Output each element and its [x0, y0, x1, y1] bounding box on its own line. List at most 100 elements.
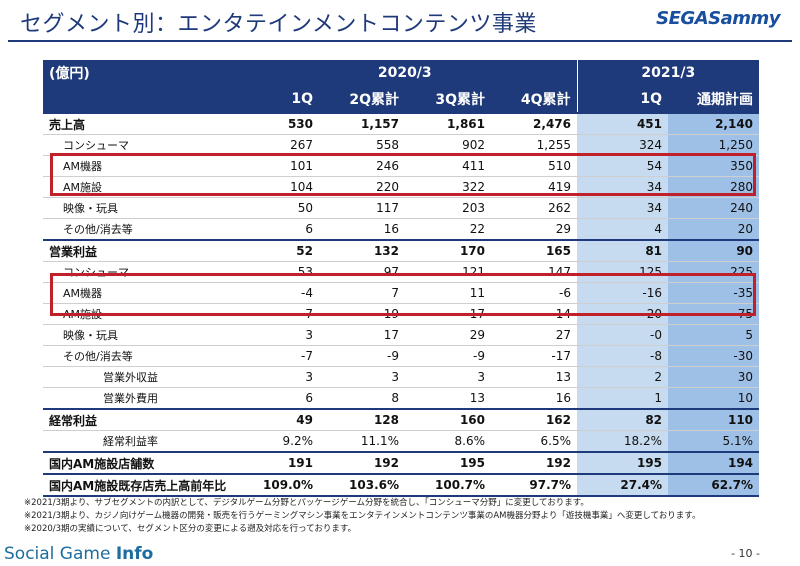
header-row-years: (億円) 2020/3 2021/3: [43, 60, 760, 86]
table-cell: 192: [319, 451, 405, 475]
fy-2021-header: 2021/3: [576, 60, 760, 86]
table-cell: 225: [668, 261, 760, 283]
table-cell: 170: [405, 239, 491, 262]
table-cell: -9: [319, 345, 405, 367]
table-cell: 52: [233, 239, 319, 262]
table-cell: 90: [668, 239, 760, 262]
footnote: ※2020/3期の実績について、セグメント区分の変更による遡及対応を行っておりま…: [24, 524, 357, 534]
col-header: 1Q: [233, 86, 319, 113]
brand-text-bold: Info: [115, 544, 154, 564]
table-cell: 1: [577, 387, 669, 410]
table-cell: -6: [491, 282, 578, 304]
header-blank: [43, 86, 233, 113]
table-row: 映像・玩具 50 117 203 262 34 240: [43, 197, 760, 219]
table-cell: 510: [491, 155, 578, 177]
table-cell: 160: [405, 408, 491, 431]
table-cell: 16: [319, 218, 405, 241]
table-cell: 1,861: [405, 112, 491, 135]
row-label: 映像・玩具: [43, 324, 233, 346]
row-label: コンシューマ: [43, 134, 233, 156]
table-cell: 5.1%: [668, 430, 760, 453]
table-cell: 3: [233, 324, 319, 346]
table-cell: 1,250: [668, 134, 760, 156]
table-cell: 22: [405, 218, 491, 241]
table-cell: 62.7%: [668, 473, 760, 497]
row-label: 経常利益: [43, 408, 233, 431]
table-cell: 16: [491, 387, 578, 410]
table-row: コンシューマ 53 97 121 147 125 225: [43, 261, 760, 283]
col-header: 1Q: [576, 86, 669, 113]
table-cell: 1,255: [491, 134, 578, 156]
table-cell: 147: [491, 261, 578, 283]
table-cell: 220: [319, 176, 405, 198]
table-cell: 8: [319, 387, 405, 410]
table-cell: 17: [405, 303, 491, 325]
table-cell: 246: [319, 155, 405, 177]
table-cell: -0: [577, 324, 669, 346]
table-row: コンシューマ 267 558 902 1,255 324 1,250: [43, 134, 760, 156]
footnotes: ※2021/3期より、サブセグメントの内訳として、デジタルゲーム分野とパッケージ…: [24, 497, 700, 536]
table-cell: -8: [577, 345, 669, 367]
table-cell: 11.1%: [319, 430, 405, 453]
table-cell: 81: [577, 239, 669, 262]
table-cell: 10: [668, 387, 760, 410]
table-row: 経常利益 49 128 160 162 82 110: [43, 408, 760, 431]
table-cell: 530: [233, 112, 319, 135]
table-cell: 82: [577, 408, 669, 431]
table-cell: 2,140: [668, 112, 760, 135]
table-cell: 419: [491, 176, 578, 198]
table-cell: 1,157: [319, 112, 405, 135]
footnote: ※2021/3期より、カジノ向けゲーム機器の開発・販売を行うゲーミングマシン事業…: [24, 511, 701, 521]
table-cell: 558: [319, 134, 405, 156]
table-cell: 8.6%: [405, 430, 491, 453]
table-cell: 13: [405, 387, 491, 410]
table-cell: 195: [405, 451, 491, 475]
table-cell: -16: [577, 282, 669, 304]
table-row: AM施設 104 220 322 419 34 280: [43, 176, 760, 198]
table-cell: 101: [233, 155, 319, 177]
table-row: その他/消去等 -7 -9 -9 -17 -8 -30: [43, 345, 760, 367]
table-cell: 6: [233, 218, 319, 241]
table-cell: 30: [668, 366, 760, 388]
table-row: 売上高 530 1,157 1,861 2,476 451 2,140: [43, 112, 760, 135]
table-cell: 19: [319, 303, 405, 325]
table-cell: -7: [233, 345, 319, 367]
table-cell: 3: [319, 366, 405, 388]
table-cell: 103.6%: [319, 473, 405, 497]
table-cell: 280: [668, 176, 760, 198]
row-label: 経常利益率: [43, 430, 233, 453]
table-row: 営業外収益 3 3 3 13 2 30: [43, 366, 760, 388]
table-cell: 203: [405, 197, 491, 219]
table-cell: 29: [405, 324, 491, 346]
table-cell: 18.2%: [577, 430, 669, 453]
table-cell: -4: [233, 282, 319, 304]
page-number: - 10 -: [731, 547, 760, 560]
row-label: AM施設: [43, 176, 233, 198]
table-cell: 322: [405, 176, 491, 198]
col-header: 2Q累計: [319, 86, 405, 113]
row-label: 映像・玩具: [43, 197, 233, 219]
table-cell: 54: [577, 155, 669, 177]
brand-text: Social Game: [4, 544, 116, 564]
table-cell: 194: [668, 451, 760, 475]
table-cell: 7: [319, 282, 405, 304]
table-cell: 11: [405, 282, 491, 304]
footnote: ※2021/3期より、サブセグメントの内訳として、デジタルゲーム分野とパッケージ…: [24, 498, 589, 508]
table-cell: 162: [491, 408, 578, 431]
row-label: その他/消去等: [43, 218, 233, 241]
col-header: 4Q累計: [491, 86, 578, 113]
table-cell: 3: [405, 366, 491, 388]
table-cell: 132: [319, 239, 405, 262]
table-cell: 34: [577, 197, 669, 219]
row-label: コンシューマ: [43, 261, 233, 283]
table-row: 営業利益 52 132 170 165 81 90: [43, 239, 760, 262]
fy-2020-header: 2020/3: [233, 60, 578, 86]
table-cell: 109.0%: [233, 473, 319, 497]
table-row: 映像・玩具 3 17 29 27 -0 5: [43, 324, 760, 346]
table-cell: 13: [491, 366, 578, 388]
table-cell: 97: [319, 261, 405, 283]
header-row-periods: 1Q 2Q累計 3Q累計 4Q累計 1Q 通期計画: [43, 86, 760, 113]
table-cell: 195: [577, 451, 669, 475]
row-label: 売上高: [43, 112, 233, 135]
table-cell: 411: [405, 155, 491, 177]
